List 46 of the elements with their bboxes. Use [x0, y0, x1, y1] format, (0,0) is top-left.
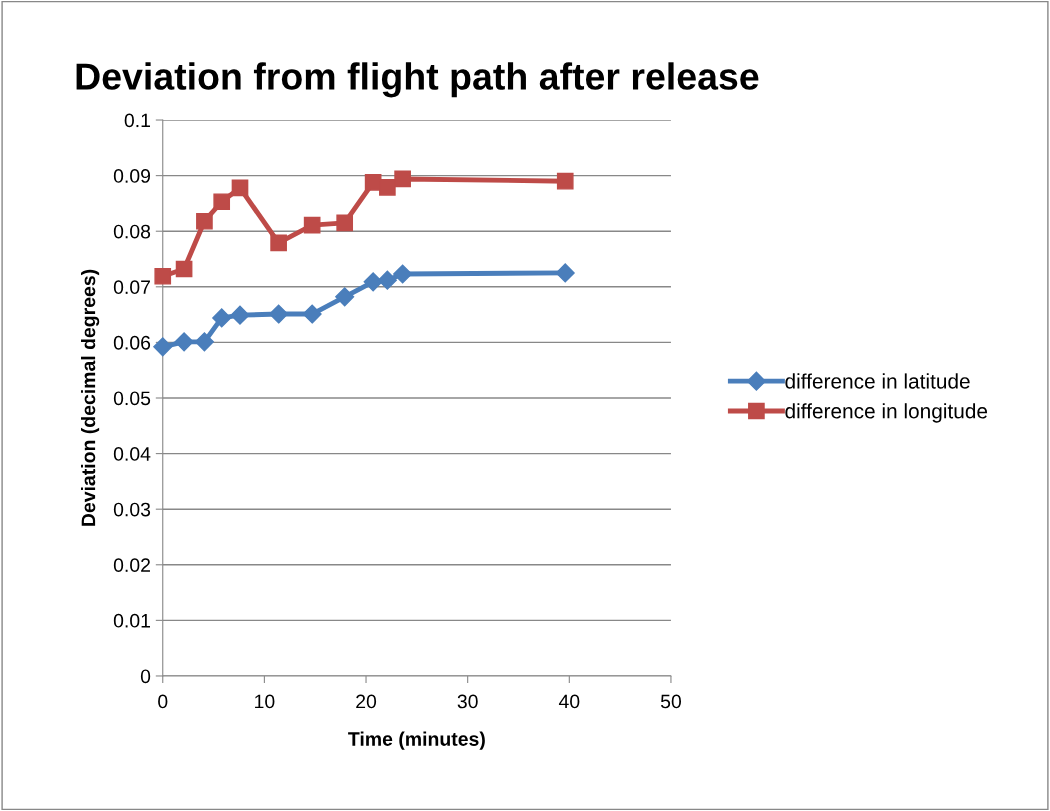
point: [303, 216, 321, 234]
y-tick-label: 0.02: [113, 558, 150, 573]
point: [394, 170, 411, 188]
point: [302, 304, 322, 324]
y-tick-label: 0.05: [113, 391, 151, 406]
x-axis-title: Time (minutes): [348, 731, 485, 750]
legend-label: difference in longitude: [785, 403, 988, 423]
point: [379, 178, 396, 196]
chart-title: Deviation from flight path after release: [76, 62, 759, 98]
point: [270, 234, 287, 252]
point: [196, 212, 213, 230]
y-tick-label: 0.1: [124, 113, 150, 128]
y-tick-label: 0.09: [113, 169, 151, 183]
point: [230, 305, 250, 325]
point: [364, 173, 382, 191]
point: [194, 332, 214, 352]
x-tick-label: 0: [158, 694, 168, 709]
point: [556, 172, 574, 190]
point: [393, 264, 413, 284]
legend-label: difference in latitude: [785, 373, 970, 389]
x-tick-label: 20: [356, 694, 377, 709]
y-tick-label: 0.06: [113, 335, 151, 350]
y-axis-title: Deviation (decimal degrees): [81, 269, 100, 526]
point: [174, 332, 194, 352]
point: [335, 287, 355, 307]
point: [154, 267, 172, 285]
point: [153, 337, 173, 357]
x-tick-label: 40: [558, 694, 580, 709]
y-tick-label: 0.01: [113, 613, 150, 628]
x-tick-label: 10: [255, 694, 275, 709]
x-tick-label: 50: [660, 694, 681, 709]
y-tick-label: 0: [140, 669, 151, 684]
point: [175, 260, 193, 278]
point: [336, 214, 354, 232]
y-tick-label: 0.04: [113, 447, 151, 461]
x-tick-label: 30: [457, 694, 478, 709]
point: [363, 272, 383, 292]
point: [213, 193, 231, 211]
y-tick-label: 0.08: [113, 224, 151, 239]
point: [555, 263, 575, 283]
point: [231, 179, 249, 197]
y-tick-label: 0.03: [113, 502, 151, 517]
point: [269, 304, 289, 324]
y-tick-label: 0.07: [113, 280, 150, 295]
point: [212, 308, 232, 328]
point: [377, 270, 397, 290]
